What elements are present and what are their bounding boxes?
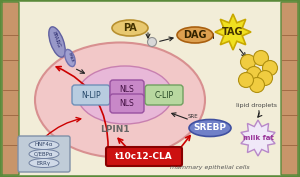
FancyBboxPatch shape [281,2,298,175]
Text: SRE: SRE [188,115,198,119]
Text: milk fat: milk fat [243,135,273,141]
Circle shape [241,55,256,70]
Ellipse shape [49,27,65,57]
FancyBboxPatch shape [106,147,182,166]
FancyBboxPatch shape [110,80,144,99]
Text: lipid droplets: lipid droplets [236,102,277,107]
Text: N-LIP: N-LIP [81,90,101,99]
FancyBboxPatch shape [72,85,110,105]
Text: ERRγ: ERRγ [37,161,51,165]
Text: NLS: NLS [120,99,134,108]
Circle shape [238,73,253,87]
Ellipse shape [29,158,59,167]
Text: HNF4α: HNF4α [35,142,53,147]
Text: DAG: DAG [183,30,207,40]
Ellipse shape [65,49,75,67]
Text: PA: PA [123,23,137,33]
Text: PPARG: PPARG [51,31,61,49]
Ellipse shape [77,66,172,124]
Ellipse shape [189,119,231,136]
Text: C/EBPα: C/EBPα [34,152,54,156]
Text: C-LIP: C-LIP [154,90,174,99]
FancyBboxPatch shape [18,136,70,172]
Text: t10c12-CLA: t10c12-CLA [115,152,173,161]
Polygon shape [241,120,275,156]
Text: PPAR: PPAR [66,52,74,64]
Circle shape [257,70,272,85]
FancyBboxPatch shape [2,2,19,175]
Text: SREBP: SREBP [194,124,226,133]
Circle shape [247,67,262,81]
FancyBboxPatch shape [145,85,183,105]
Ellipse shape [177,27,213,43]
Polygon shape [215,14,251,50]
Circle shape [250,78,265,93]
FancyBboxPatch shape [110,94,144,113]
Text: TAG: TAG [222,27,244,37]
Ellipse shape [35,42,205,158]
Text: LPIN1: LPIN1 [100,125,130,135]
Circle shape [148,38,157,47]
Ellipse shape [112,20,148,36]
Text: mammary epithelial cells: mammary epithelial cells [170,165,250,170]
Circle shape [262,61,278,76]
Ellipse shape [29,141,59,150]
Ellipse shape [29,150,59,158]
Circle shape [254,50,268,65]
Text: NLS: NLS [120,85,134,94]
